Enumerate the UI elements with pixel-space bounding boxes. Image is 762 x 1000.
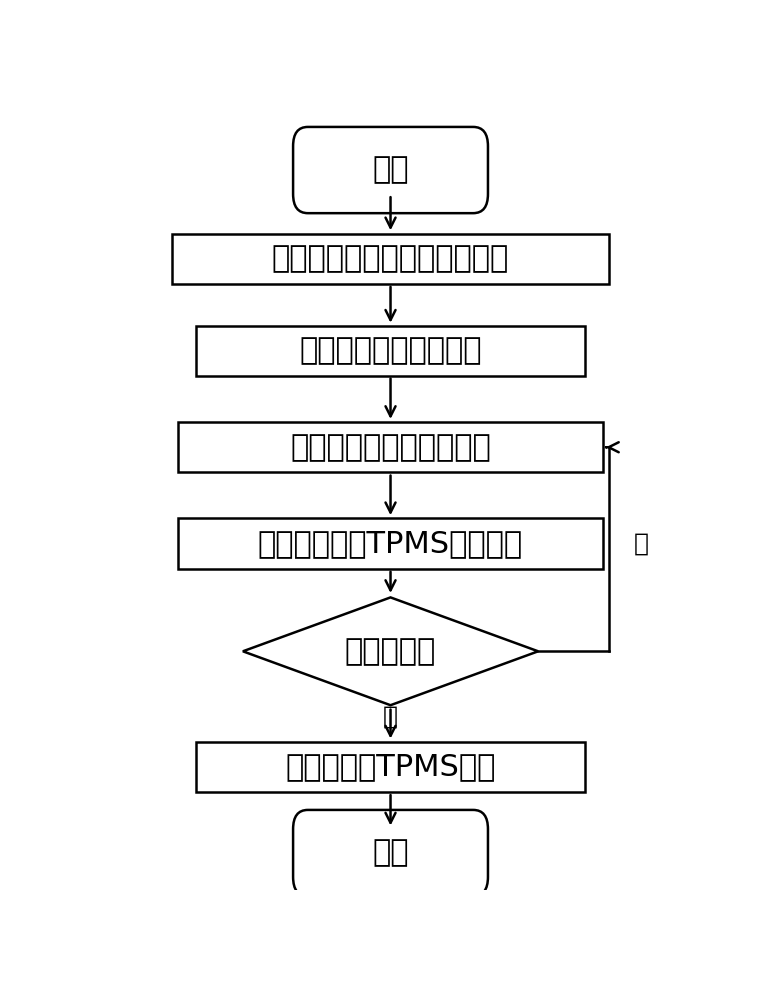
Bar <box>196 742 585 792</box>
Bar <box>196 326 585 376</box>
FancyBboxPatch shape <box>293 810 488 896</box>
Text: 建立弹性结构单元承载力模型: 建立弹性结构单元承载力模型 <box>272 244 509 273</box>
Text: 结构单元承载力数据处理: 结构单元承载力数据处理 <box>290 433 491 462</box>
FancyBboxPatch shape <box>293 127 488 213</box>
Text: 结束: 结束 <box>373 839 408 868</box>
Polygon shape <box>243 597 538 705</box>
Text: 否: 否 <box>634 532 649 556</box>
Text: 封闭变密度TPMS模型: 封闭变密度TPMS模型 <box>285 752 496 781</box>
Text: 达到体积比: 达到体积比 <box>345 637 436 666</box>
Text: 开始: 开始 <box>373 156 408 185</box>
Bar <box>172 234 609 284</box>
Text: 结构单元承载力可视化: 结构单元承载力可视化 <box>299 336 482 365</box>
Bar <box>178 518 604 569</box>
Bar <box>178 422 604 472</box>
Text: 是: 是 <box>383 705 398 729</box>
Text: 单元承载力与TPMS函数结合: 单元承载力与TPMS函数结合 <box>258 529 523 558</box>
